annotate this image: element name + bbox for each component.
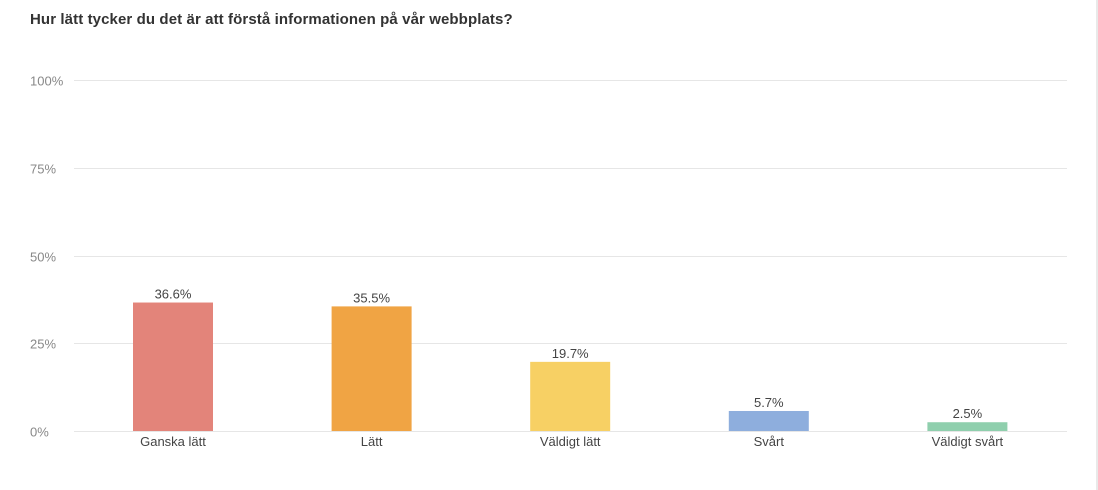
bar-ganska-lätt[interactable]	[133, 302, 213, 431]
x-category-label: Väldigt lätt	[540, 434, 601, 449]
bar-lätt[interactable]	[331, 306, 412, 431]
x-category-label: Lätt	[361, 434, 383, 449]
chart-title: Hur lätt tycker du det är att förstå inf…	[30, 11, 513, 28]
data-label: 35.5%	[353, 290, 390, 305]
data-label: 2.5%	[953, 406, 983, 421]
y-tick-label: 100%	[30, 74, 64, 89]
bar-väldigt-svårt[interactable]	[927, 422, 1008, 431]
y-tick-label: 0%	[30, 425, 49, 440]
y-tick-label: 75%	[30, 162, 56, 177]
bar-väldigt-lätt[interactable]	[530, 361, 611, 431]
y-tick-label: 50%	[30, 250, 56, 265]
data-label: 19.7%	[552, 346, 589, 361]
data-label: 36.6%	[155, 287, 192, 302]
data-label: 5.7%	[754, 395, 784, 410]
x-category-label: Svårt	[754, 434, 785, 449]
y-tick-label: 25%	[30, 337, 56, 352]
x-category-label: Väldigt svårt	[932, 434, 1004, 449]
bar-svårt[interactable]	[728, 410, 809, 431]
x-category-label: Ganska lätt	[140, 434, 206, 449]
